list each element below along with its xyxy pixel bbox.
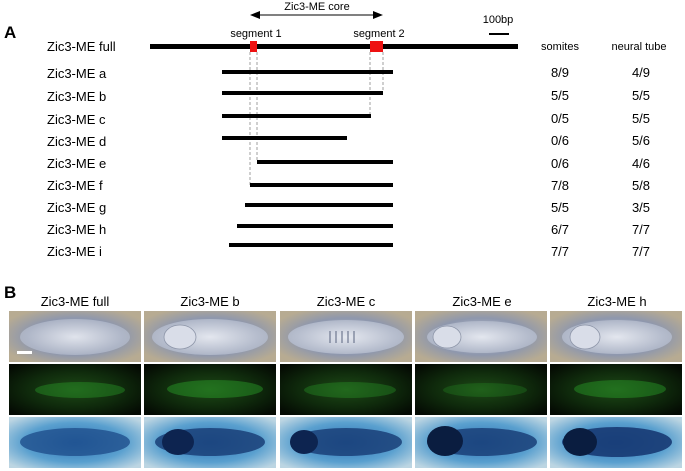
fluorescence-image: [415, 364, 547, 415]
neural-count: 5/5: [632, 88, 650, 103]
photo-col-label: Zic3-ME h: [587, 294, 646, 309]
core-label: Zic3-ME core: [284, 1, 349, 13]
construct-label: Zic3-ME c: [47, 112, 106, 127]
col-somites: somites: [541, 41, 579, 53]
segment1-block: [250, 41, 257, 52]
construct-bar: [237, 224, 393, 228]
construct-bar: [250, 183, 393, 187]
stained-embryo: [290, 428, 402, 456]
construct-row-g: Zic3-ME g 5/5 3/5: [47, 200, 650, 215]
photo-col-label: Zic3-ME b: [180, 294, 239, 309]
photo-column-e: [415, 311, 547, 468]
neural-count: 3/5: [632, 200, 650, 215]
panel-b: B Zic3-ME full Zic3-ME b Zic3-ME c Zic3-…: [4, 283, 682, 468]
construct-row-d: Zic3-ME d 0/6 5/6: [47, 133, 650, 149]
photo-col-label: Zic3-ME c: [317, 294, 376, 309]
construct-label: Zic3-ME g: [47, 200, 106, 215]
construct-label: Zic3-ME i: [47, 244, 102, 259]
construct-label: Zic3-ME f: [47, 178, 103, 193]
construct-label: Zic3-ME h: [47, 222, 106, 237]
neural-count: 4/6: [632, 156, 650, 171]
stained-head: [563, 428, 597, 456]
segment1-label: segment 1: [230, 28, 281, 40]
stained-embryo: [20, 428, 130, 456]
segment2-label: segment 2: [353, 28, 404, 40]
somites-count: 8/9: [551, 65, 569, 80]
scale-label: 100bp: [483, 14, 514, 26]
stained-head: [162, 429, 194, 455]
construct-row-f: Zic3-ME f 7/8 5/8: [47, 178, 650, 193]
somites-count: 5/5: [551, 88, 569, 103]
gfp-signal: [304, 382, 396, 398]
full-bar: [150, 44, 518, 49]
construct-bar: [222, 70, 393, 74]
neural-count: 5/8: [632, 178, 650, 193]
construct-bar: [222, 136, 347, 140]
construct-row-e: Zic3-ME e 0/6 4/6: [47, 156, 650, 171]
photo-column-h: [550, 311, 682, 468]
construct-row-c: Zic3-ME c 0/5 5/5: [47, 111, 650, 127]
panel-b-letter: B: [4, 283, 16, 302]
panel-a-letter: A: [4, 23, 16, 42]
gfp-signal: [443, 383, 527, 397]
head-fold: [163, 324, 197, 350]
photo-col-label: Zic3-ME e: [452, 294, 511, 309]
col-neural: neural tube: [611, 41, 666, 53]
gfp-signal: [574, 380, 666, 398]
embryo-shape: [288, 320, 404, 354]
guide-lines: [249, 52, 384, 186]
somites-count: 7/8: [551, 178, 569, 193]
somite-marks: [329, 331, 355, 343]
construct-bar: [222, 91, 383, 95]
photo-column-b: [144, 311, 276, 468]
construct-label: Zic3-ME d: [47, 134, 106, 149]
core-arrow: [250, 11, 383, 19]
panel-a: A Zic3-ME core 100bp segment 1 segment 2…: [4, 1, 667, 259]
neural-count: 7/7: [632, 244, 650, 259]
construct-label: Zic3-ME b: [47, 89, 106, 104]
photo-col-label: Zic3-ME full: [41, 294, 110, 309]
gfp-signal: [35, 382, 125, 398]
neural-count: 5/5: [632, 111, 650, 126]
neural-count: 4/9: [632, 65, 650, 80]
photo-column-full: [9, 311, 141, 468]
construct-row-b: Zic3-ME b 5/5 5/5: [47, 88, 650, 104]
fluorescence-image: [550, 364, 682, 415]
full-label: Zic3-ME full: [47, 39, 116, 54]
head-fold: [569, 324, 601, 350]
somites-count: 5/5: [551, 200, 569, 215]
construct-bar: [245, 203, 393, 207]
construct-bar: [222, 114, 371, 118]
construct-row-h: Zic3-ME h 6/7 7/7: [47, 222, 650, 237]
somites-count: 0/5: [551, 111, 569, 126]
construct-bar: [229, 243, 393, 247]
fluorescence-image: [9, 364, 141, 415]
construct-label: Zic3-ME e: [47, 156, 106, 171]
fluorescence-image: [280, 364, 412, 415]
construct-bar: [257, 160, 393, 164]
stained-head: [290, 430, 318, 454]
image-scale-bar: [17, 351, 32, 354]
somites-count: 7/7: [551, 244, 569, 259]
somites-count: 6/7: [551, 222, 569, 237]
construct-label: Zic3-ME a: [47, 66, 107, 81]
fluorescence-image: [144, 364, 276, 415]
somites-count: 0/6: [551, 133, 569, 148]
somites-count: 0/6: [551, 156, 569, 171]
head-fold: [432, 325, 462, 349]
photo-column-c: [280, 311, 412, 468]
stained-head: [427, 426, 463, 456]
construct-row-a: Zic3-ME a 8/9 4/9: [47, 65, 650, 81]
embryo-shape: [20, 319, 130, 355]
neural-count: 5/6: [632, 133, 650, 148]
construct-row-i: Zic3-ME i 7/7 7/7: [47, 243, 650, 259]
gfp-signal: [167, 380, 263, 398]
neural-count: 7/7: [632, 222, 650, 237]
segment2-block: [370, 41, 383, 52]
